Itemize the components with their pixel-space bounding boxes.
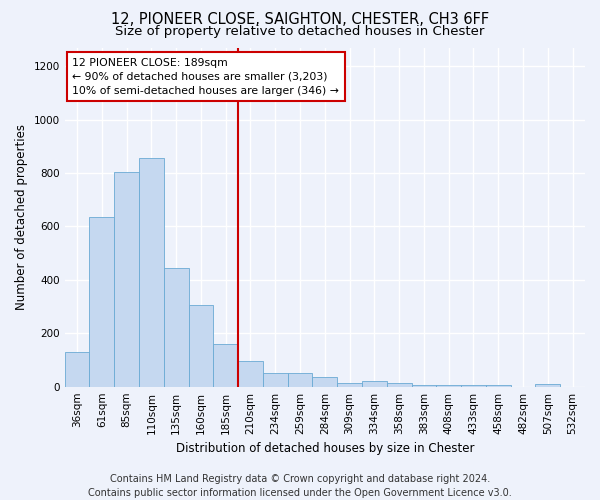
Text: 12 PIONEER CLOSE: 189sqm
← 90% of detached houses are smaller (3,203)
10% of sem: 12 PIONEER CLOSE: 189sqm ← 90% of detach… (73, 58, 340, 96)
Bar (65, 352, 89, 386)
Bar (412, 384, 436, 386)
Y-axis label: Number of detached properties: Number of detached properties (15, 124, 28, 310)
Bar (337, 382, 362, 386)
X-axis label: Distribution of detached houses by size in Chester: Distribution of detached houses by size … (176, 442, 474, 455)
Bar (89, 217, 114, 386)
Text: Size of property relative to detached houses in Chester: Size of property relative to detached ho… (115, 25, 485, 38)
Bar (362, 382, 387, 386)
Bar (214, 344, 238, 387)
Bar (287, 374, 313, 386)
Bar (387, 382, 412, 386)
Bar (535, 384, 560, 386)
Text: Contains HM Land Registry data © Crown copyright and database right 2024.
Contai: Contains HM Land Registry data © Crown c… (88, 474, 512, 498)
Bar (164, 268, 188, 386)
Bar (139, 158, 164, 386)
Bar (313, 378, 337, 386)
Bar (263, 374, 287, 386)
Bar (188, 305, 214, 386)
Bar (114, 172, 139, 386)
Bar (238, 362, 263, 386)
Text: 12, PIONEER CLOSE, SAIGHTON, CHESTER, CH3 6FF: 12, PIONEER CLOSE, SAIGHTON, CHESTER, CH… (111, 12, 489, 28)
